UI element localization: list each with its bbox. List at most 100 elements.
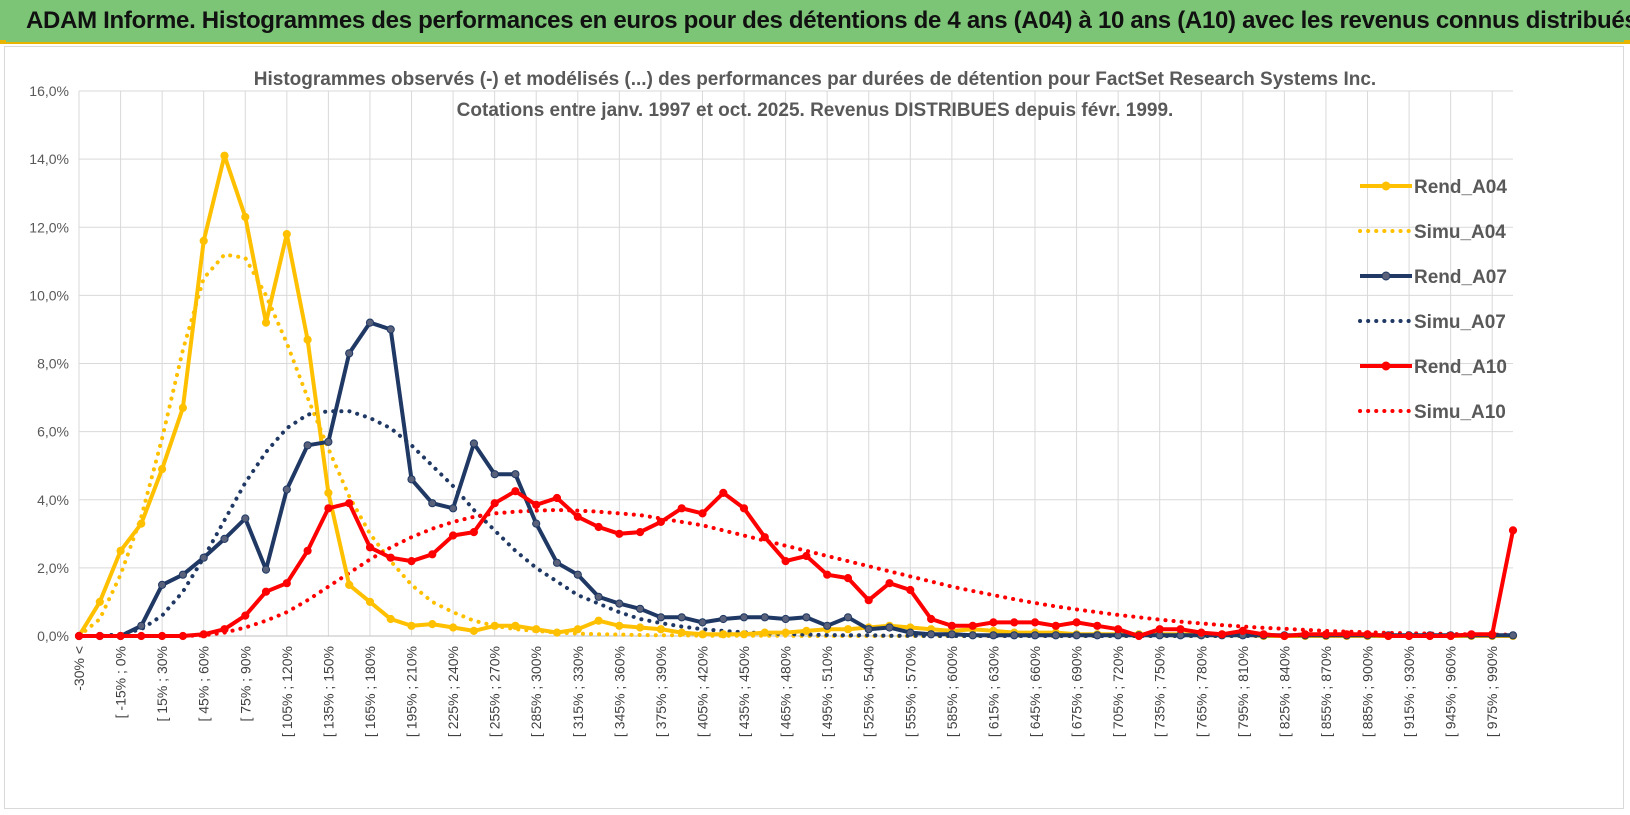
chart-title: Histogrammes observés (-) et modélisés (…	[254, 69, 1376, 90]
data-point-Rend_A10	[781, 557, 790, 566]
x-tick-label: [ 885% ; 900%	[1360, 646, 1376, 737]
data-point-Rend_A10	[968, 621, 977, 630]
data-point-Rend_A10	[1030, 618, 1040, 627]
data-point-Rend_A07	[511, 470, 520, 479]
x-tick-label: [ 585% ; 600%	[944, 646, 960, 737]
data-point-Rend_A04	[178, 403, 187, 412]
data-point-Rend_A07	[719, 614, 728, 624]
chart-subtitle: Cotations entre janv. 1997 et oct. 2025.…	[457, 100, 1174, 121]
data-point-Rend_A10	[1197, 628, 1206, 637]
x-tick-label: [ 375% ; 390%	[653, 646, 669, 737]
data-point-Rend_A04	[469, 626, 478, 636]
data-point-Rend_A07	[1010, 631, 1019, 640]
y-tick-label: 12,0%	[29, 219, 69, 235]
data-point-Rend_A10	[1114, 625, 1123, 634]
data-point-Rend_A10	[511, 487, 520, 496]
report-title: ADAM Informe. Histogrammes des performan…	[26, 7, 1630, 34]
data-point-Rend_A10	[1446, 631, 1455, 641]
data-point-Rend_A10	[428, 550, 437, 559]
data-point-Rend_A04	[199, 236, 208, 245]
data-point-Rend_A04	[220, 151, 229, 160]
data-point-Rend_A04	[760, 628, 769, 637]
legend-label: Simu_A04	[1414, 222, 1506, 243]
x-tick-label: [ 495% ; 510%	[819, 646, 835, 737]
data-point-Rend_A07	[324, 437, 333, 446]
data-point-Rend_A10	[532, 500, 541, 509]
data-point-Rend_A10	[1384, 631, 1393, 641]
data-point-Rend_A10	[1010, 618, 1019, 627]
x-tick-label: [ 975% ; 990%	[1484, 646, 1500, 737]
legend: Rend_A04 Simu_A04 Rend_A07 Simu_A07 Rend_A10…	[1358, 177, 1507, 423]
data-point-Rend_A10	[552, 493, 562, 503]
corner-mark-right	[1624, 40, 1630, 44]
data-point-Rend_A07	[823, 621, 832, 630]
data-point-Rend_A04	[739, 630, 749, 639]
x-tick-label: [ 285% ; 300%	[528, 646, 544, 737]
x-tick-label: [ 525% ; 540%	[861, 646, 877, 737]
x-tick-label: [ 615% ; 630%	[985, 646, 1001, 737]
data-point-Rend_A04	[843, 625, 853, 634]
data-point-Rend_A10	[324, 504, 333, 513]
x-tick-label: [ 195% ; 210%	[404, 646, 420, 737]
data-point-Rend_A10	[1093, 621, 1102, 630]
y-tick-label: 2,0%	[37, 560, 69, 576]
x-tick-label: [ 405% ; 420%	[694, 646, 710, 737]
data-point-Rend_A10	[573, 512, 582, 521]
data-point-Rend_A04	[365, 597, 375, 607]
data-point-Rend_A10	[739, 504, 749, 513]
data-point-Rend_A04	[615, 621, 624, 630]
series-layer	[74, 151, 1518, 641]
data-point-Rend_A10	[303, 546, 312, 555]
data-point-Rend_A10	[407, 557, 416, 566]
data-point-Rend_A10	[1425, 631, 1435, 641]
corner-mark-left	[0, 40, 6, 44]
data-point-Rend_A04	[158, 465, 167, 474]
y-tick-label: 0,0%	[37, 628, 69, 644]
data-point-Rend_A10	[137, 631, 146, 641]
data-point-Rend_A10	[449, 531, 458, 540]
data-point-Rend_A10	[1217, 630, 1227, 639]
data-point-Rend_A10	[74, 631, 84, 641]
data-point-Rend_A10	[615, 529, 624, 538]
data-point-Rend_A07	[927, 630, 936, 639]
data-point-Rend_A10	[1508, 526, 1518, 535]
data-point-Rend_A10	[1259, 630, 1268, 639]
series-line-Rend_A10	[79, 489, 1515, 638]
data-point-Rend_A10	[1134, 631, 1144, 641]
data-point-Rend_A07	[739, 613, 749, 622]
x-tick-label: [ 135% ; 150%	[320, 646, 336, 737]
data-point-Rend_A04	[656, 625, 666, 634]
y-tick-label: 4,0%	[37, 492, 69, 508]
data-point-Rend_A07	[677, 613, 686, 622]
data-point-Rend_A10	[365, 543, 375, 552]
data-point-Rend_A10	[1363, 630, 1372, 639]
data-point-Rend_A04	[324, 488, 333, 497]
data-point-Rend_A07	[906, 628, 915, 637]
data-point-Rend_A07	[1508, 631, 1518, 640]
data-point-Rend_A07	[781, 614, 790, 624]
data-point-Rend_A04	[137, 519, 146, 528]
data-point-Rend_A04	[490, 621, 499, 630]
data-point-Rend_A10	[1155, 625, 1164, 634]
data-point-Rend_A04	[95, 597, 104, 607]
y-tick-label: 14,0%	[29, 151, 69, 167]
data-point-Rend_A04	[573, 625, 582, 634]
x-tick-label: [ 765% ; 780%	[1193, 646, 1209, 737]
data-point-Rend_A07	[636, 604, 645, 613]
data-point-Rend_A10	[594, 522, 603, 532]
data-point-Rend_A10	[1342, 630, 1351, 639]
x-tick-label: -30% <	[71, 646, 87, 691]
data-point-Rend_A07	[552, 558, 562, 567]
data-point-Rend_A07	[885, 623, 894, 632]
data-point-Rend_A07	[1051, 631, 1060, 640]
x-tick-label: [ 855% ; 870%	[1318, 646, 1334, 737]
x-tick-label: [ -15% ; 0%	[113, 646, 129, 718]
data-point-Rend_A07	[843, 613, 853, 622]
data-point-Rend_A07	[178, 570, 187, 579]
data-point-Rend_A07	[158, 580, 167, 590]
data-point-Rend_A04	[407, 621, 416, 630]
x-tick-label: [ 105% ; 120%	[279, 646, 295, 737]
data-point-Rend_A10	[158, 631, 167, 641]
data-point-Rend_A10	[1467, 630, 1476, 639]
